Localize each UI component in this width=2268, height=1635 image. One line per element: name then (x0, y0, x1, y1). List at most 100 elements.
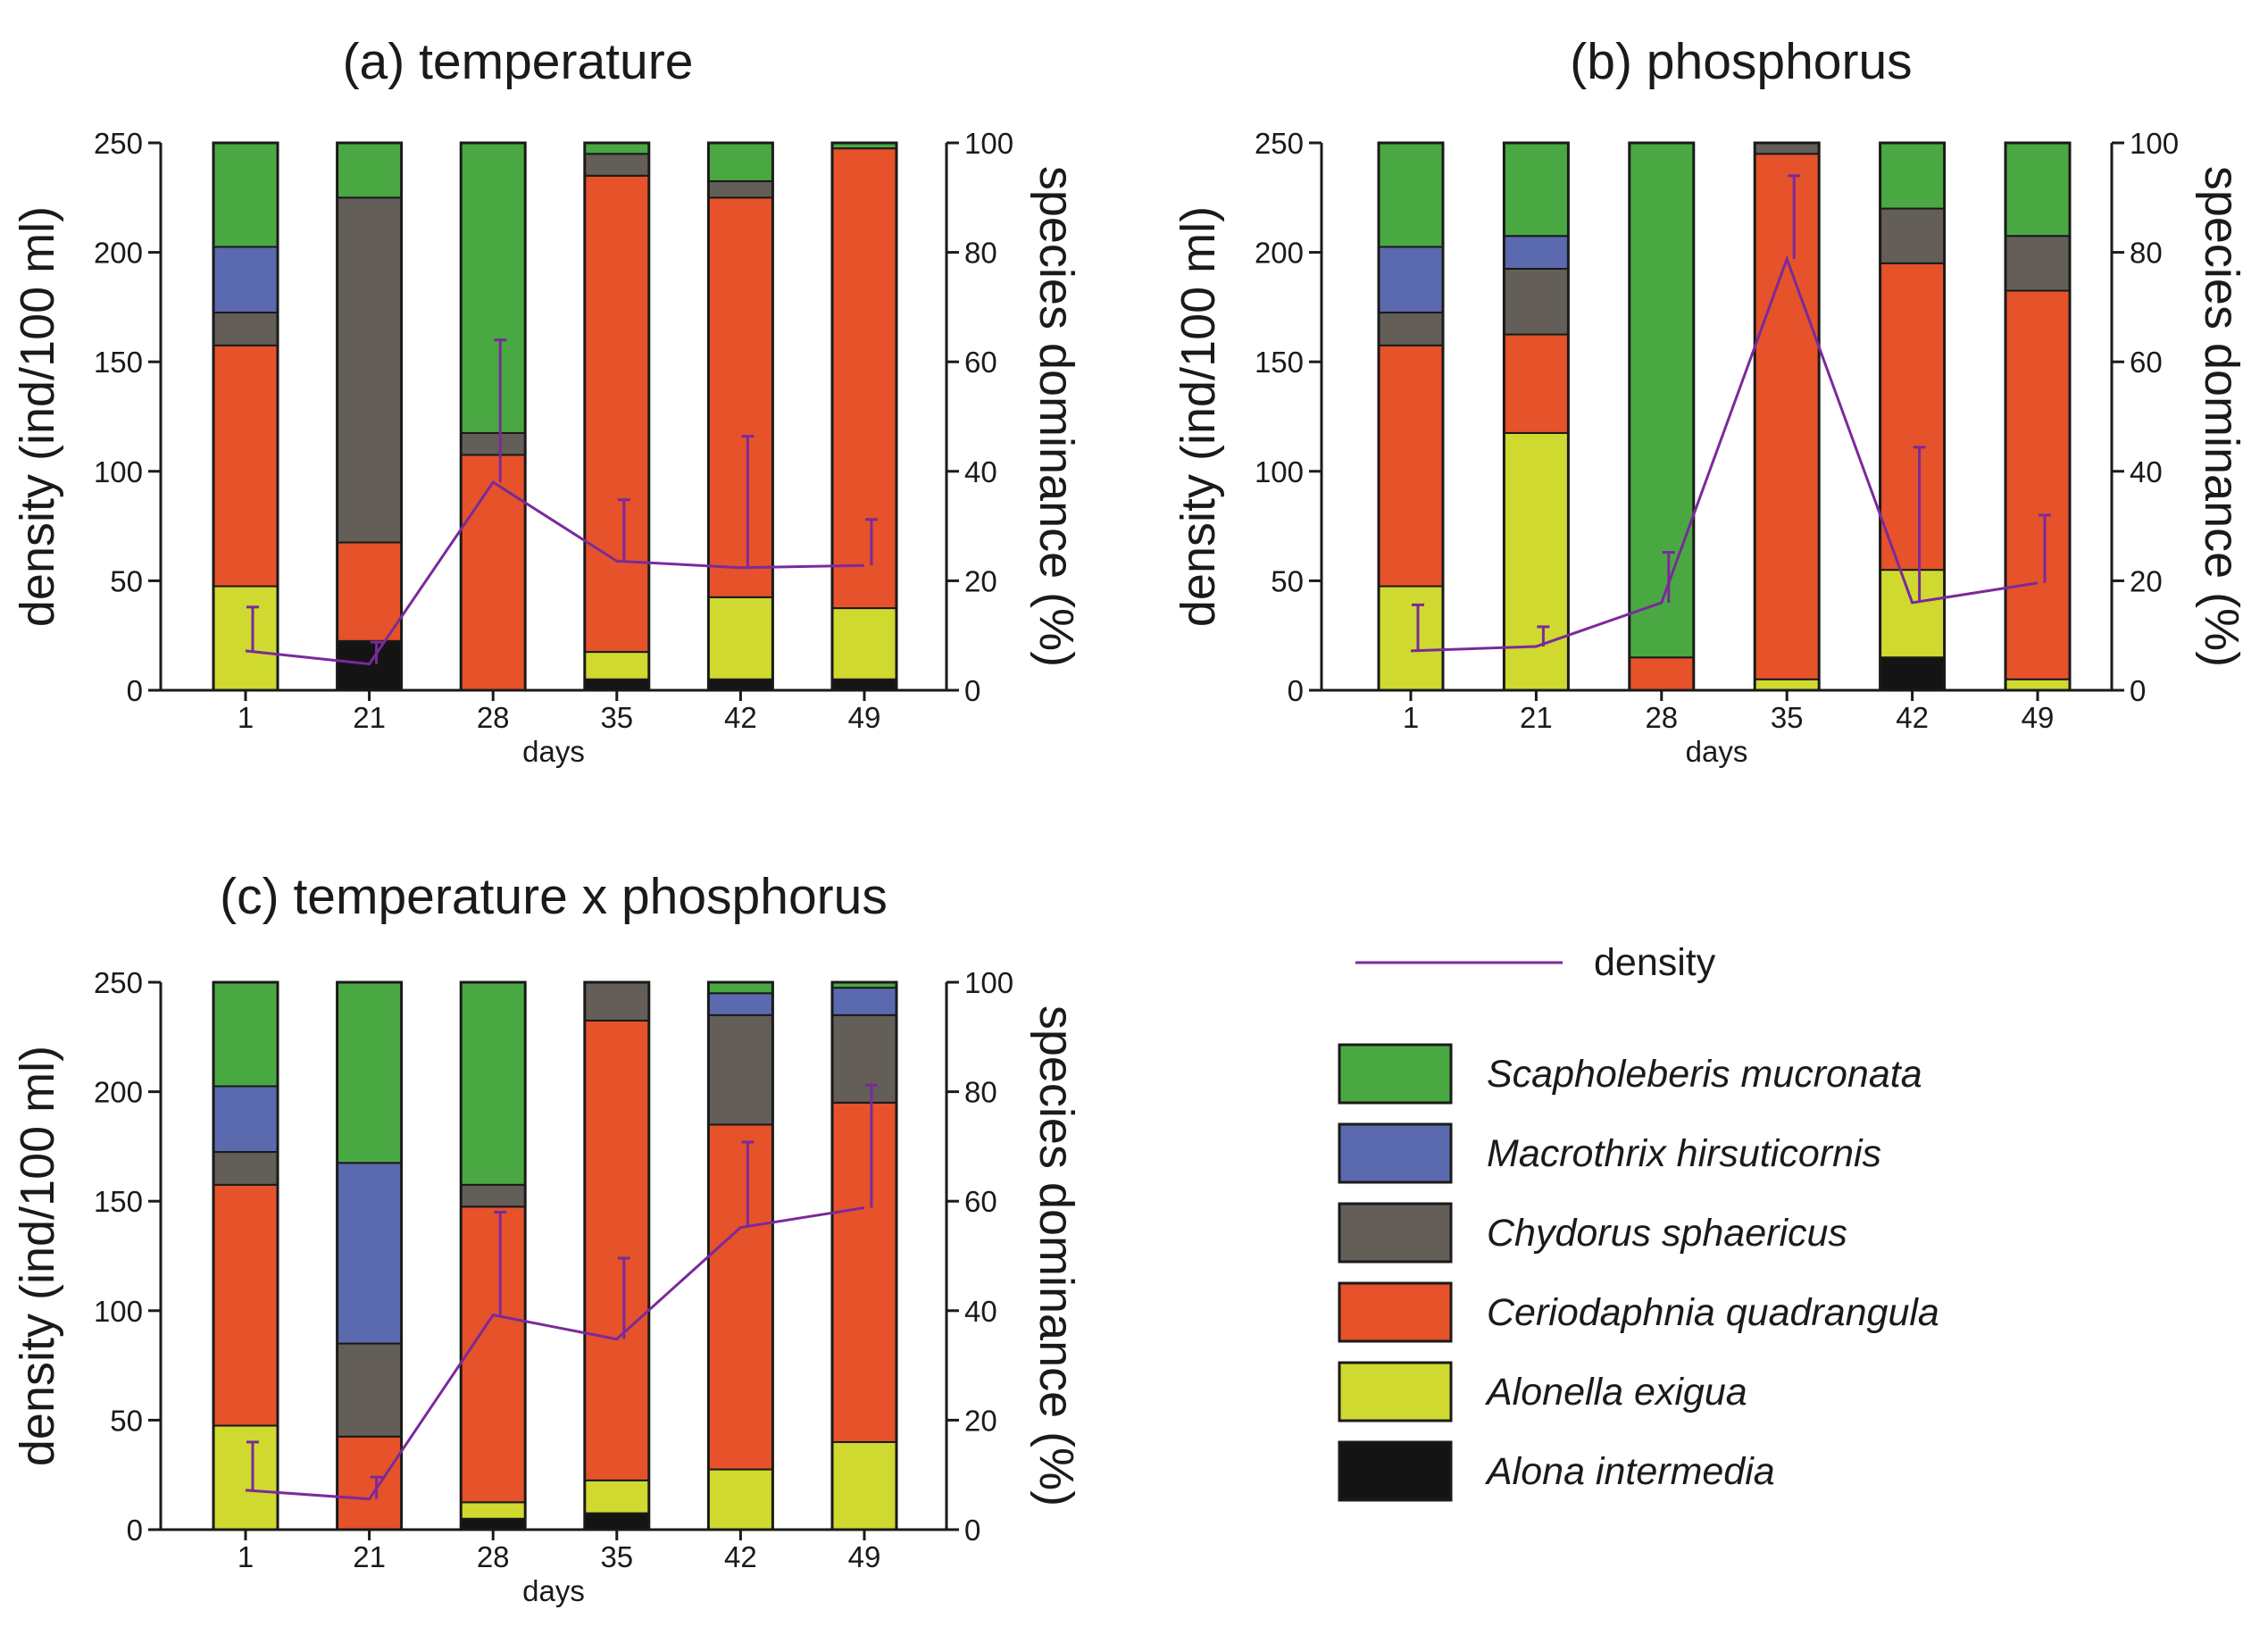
bar-segment-scapholeberis-mucronata (460, 142, 527, 434)
bar-segment-alona-intermedia (583, 678, 650, 691)
x-tick-label: 42 (1896, 701, 1929, 734)
x-tick-label: 35 (600, 1540, 633, 1573)
y-tick-label: 150 (94, 1185, 143, 1218)
bar-segment-ceriodaphnia-quadrangula (213, 344, 279, 588)
y-tick-label: 50 (1271, 564, 1304, 597)
x-axis-title: days (522, 1574, 585, 1607)
x-tick-label: 49 (848, 1540, 881, 1573)
bar-segment-ceriodaphnia-quadrangula (460, 454, 527, 691)
legend-swatch-alona-intermedia (1338, 1440, 1453, 1502)
x-axis-title: days (1686, 735, 1748, 768)
bar-segment-chydorus-sphaericus (2005, 235, 2071, 292)
bar-segment-ceriodaphnia-quadrangula (336, 1435, 403, 1531)
bar-segment-chydorus-sphaericus (336, 1342, 403, 1438)
bar-segment-macrothrix-hirsuticornis (831, 987, 897, 1016)
bar-segment-macrothrix-hirsuticornis (1503, 235, 1570, 270)
bar-segment-chydorus-sphaericus (336, 196, 403, 544)
bar-segment-alonella-exigua (1754, 678, 1821, 691)
chart-title: (a) temperature (343, 33, 694, 90)
bar-segment-scapholeberis-mucronata (1628, 142, 1695, 659)
y2-tick-label: 0 (964, 674, 980, 707)
x-tick-label: 21 (353, 1540, 386, 1573)
bar-segment-alonella-exigua (831, 1440, 897, 1531)
bar-segment-scapholeberis-mucronata (213, 981, 279, 1088)
bar-segment-alona-intermedia (336, 639, 403, 692)
x-axis-title: days (522, 735, 585, 768)
bar-segment-chydorus-sphaericus (1503, 267, 1570, 336)
bar-segment-alonella-exigua (707, 1468, 774, 1531)
bar-segment-macrothrix-hirsuticornis (213, 1085, 279, 1154)
legend-line-label: density (1594, 941, 1716, 984)
bar-segment-scapholeberis-mucronata (707, 981, 774, 995)
bar-segment-macrothrix-hirsuticornis (336, 1162, 403, 1345)
legend-swatch-alonella-exigua (1338, 1361, 1453, 1422)
y-tick-label: 200 (1255, 237, 1304, 270)
bar-segment-ceriodaphnia-quadrangula (336, 541, 403, 642)
y2-tick-label: 80 (964, 1076, 997, 1109)
bar-segment-ceriodaphnia-quadrangula (831, 147, 897, 610)
y2-tick-label: 60 (2130, 346, 2163, 379)
y-axis-title: density (ind/100 ml) (11, 1046, 64, 1466)
bar-segment-ceriodaphnia-quadrangula (1378, 344, 1444, 588)
bar-segment-macrothrix-hirsuticornis (213, 246, 279, 314)
panel-a: (a) temperature 0 50 100 150 200 250 0 20 40 60 80 1… (11, 33, 1083, 768)
y-tick-label: 100 (94, 455, 143, 488)
y2-tick-label: 40 (964, 1295, 997, 1328)
y-axis-title: density (ind/100 ml) (11, 206, 64, 627)
y2-tick-label: 40 (2130, 455, 2163, 488)
density-line (245, 1206, 865, 1501)
y2-axis-title: species dominance (%) (2195, 166, 2248, 667)
legend-swatch-macrothrix-hirsuticornis (1338, 1122, 1453, 1184)
bar-segment-ceriodaphnia-quadrangula (213, 1183, 279, 1427)
bar-segment-ceriodaphnia-quadrangula (1754, 153, 1821, 680)
y-tick-label: 200 (94, 1076, 143, 1109)
bar-segment-alona-intermedia (707, 678, 774, 691)
y-tick-label: 150 (94, 346, 143, 379)
bar-segment-alona-intermedia (583, 1512, 650, 1531)
bar-segment-scapholeberis-mucronata (1503, 142, 1570, 238)
bar-segment-chydorus-sphaericus (213, 312, 279, 346)
legend-swatch-ceriodaphnia-quadrangula (1338, 1281, 1453, 1343)
y-tick-label: 250 (94, 127, 143, 160)
bar-segment-alonella-exigua (583, 651, 650, 680)
bar-segment-chydorus-sphaericus (583, 981, 650, 1022)
y-tick-label: 0 (127, 1514, 143, 1547)
y-tick-label: 50 (110, 564, 143, 597)
x-tick-label: 49 (2022, 701, 2055, 734)
y-tick-label: 150 (1255, 346, 1304, 379)
bar-segment-scapholeberis-mucronata (1378, 142, 1444, 248)
y-tick-label: 0 (127, 674, 143, 707)
bar-segment-chydorus-sphaericus (460, 1183, 527, 1208)
bar-segment-scapholeberis-mucronata (336, 981, 403, 1164)
y2-tick-label: 20 (964, 564, 997, 597)
x-tick-label: 28 (477, 1540, 510, 1573)
x-tick-label: 35 (1771, 701, 1804, 734)
bar-segment-scapholeberis-mucronata (1879, 142, 1946, 210)
legend-label-scapholeberis-mucronata: Scapholeberis mucronata (1487, 1053, 1922, 1096)
bar-segment-alonella-exigua (460, 1501, 527, 1520)
bar-segment-chydorus-sphaericus (1754, 142, 1821, 155)
legend-swatch-chydorus-sphaericus (1338, 1202, 1453, 1264)
legend: density Scapholeberis mucronata Macrothrix… (1338, 941, 1939, 1502)
legend-label-alona-intermedia: Alona intermedia (1484, 1450, 1775, 1493)
x-tick-label: 21 (1520, 701, 1553, 734)
y2-tick-label: 100 (2130, 127, 2179, 160)
bar-segment-ceriodaphnia-quadrangula (831, 1101, 897, 1443)
x-tick-label: 35 (600, 701, 633, 734)
bar-segment-alonella-exigua (583, 1479, 650, 1514)
bar-segment-alonella-exigua (2005, 678, 2071, 691)
bar-segment-ceriodaphnia-quadrangula (2005, 289, 2071, 680)
y-axis-title: density (ind/100 ml) (1172, 206, 1225, 627)
x-tick-label: 28 (1645, 701, 1678, 734)
x-tick-label: 42 (724, 1540, 757, 1573)
bar-segment-ceriodaphnia-quadrangula (460, 1205, 527, 1504)
y-tick-label: 50 (110, 1404, 143, 1437)
y2-tick-label: 100 (964, 127, 1013, 160)
panel-c: (c) temperature x phosphorus050100150200… (11, 868, 1083, 1607)
x-tick-label: 1 (238, 701, 254, 734)
y2-tick-label: 80 (2130, 237, 2163, 270)
bar-segment-alona-intermedia (460, 1517, 527, 1531)
bar-segment-alonella-exigua (707, 596, 774, 680)
bar-segment-ceriodaphnia-quadrangula (707, 1123, 774, 1471)
